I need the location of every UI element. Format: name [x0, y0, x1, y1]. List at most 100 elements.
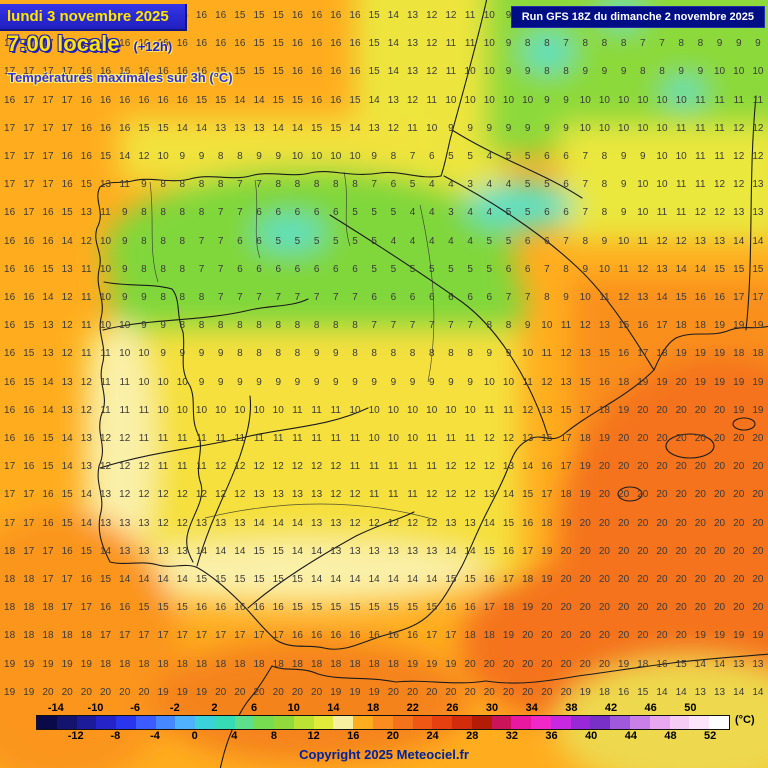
temp-value: 13: [176, 545, 188, 557]
temp-value: 20: [637, 545, 649, 557]
temp-value: 13: [406, 545, 419, 557]
temp-value: 18: [234, 658, 246, 670]
temp-value: 15: [23, 320, 35, 332]
scale-segment: [56, 716, 77, 729]
temp-value: 13: [80, 461, 92, 473]
temp-value: 7: [582, 207, 588, 219]
temp-value: 13: [330, 545, 342, 557]
temp-value: 9: [678, 66, 684, 78]
temp-value: 10: [445, 94, 457, 106]
temp-value: 19: [752, 376, 764, 388]
temp-value: 16: [234, 602, 246, 614]
temp-value: 7: [409, 320, 416, 332]
temp-value: 17: [157, 630, 169, 642]
temp-value: 17: [4, 66, 16, 78]
scale-label-bottom: 40: [585, 730, 598, 742]
temp-value: 14: [387, 66, 399, 78]
temp-value: 20: [291, 686, 303, 698]
temp-value: 19: [541, 574, 553, 585]
scale-segment: [471, 716, 492, 729]
temp-value: 4: [428, 235, 435, 247]
scale-label-bottom: 4: [231, 730, 238, 742]
temp-value: 13: [119, 545, 131, 557]
temp-value: 20: [541, 602, 553, 614]
temp-value: 10: [675, 151, 687, 162]
temp-value: 10: [579, 94, 591, 106]
temp-value: 19: [80, 658, 92, 670]
temp-value: 6: [371, 292, 377, 303]
temp-value: 16: [195, 602, 208, 614]
temp-value: 12: [406, 94, 419, 106]
temp-value: 15: [541, 433, 553, 444]
temp-value: 11: [234, 433, 246, 444]
temp-value: 11: [368, 489, 380, 501]
temp-value: 6: [390, 179, 397, 191]
temp-value: 12: [157, 489, 169, 501]
temp-value: 19: [598, 433, 610, 444]
temp-value: 8: [198, 207, 205, 219]
temp-value: 17: [502, 574, 515, 585]
temp-value: 5: [371, 263, 377, 275]
temp-value: 9: [198, 151, 205, 162]
temp-value: 20: [445, 686, 457, 698]
temp-value: 18: [752, 348, 764, 360]
temp-value: 9: [179, 348, 186, 360]
temp-value: 8: [697, 38, 704, 50]
temp-value: 9: [467, 122, 473, 134]
temp-value: 12: [195, 489, 208, 501]
temp-value: 13: [157, 545, 169, 557]
temp-value: 10: [598, 122, 610, 134]
temp-value: 16: [349, 66, 361, 78]
temp-value: 20: [560, 545, 572, 557]
temp-value: 10: [195, 404, 208, 416]
temp-value: 16: [176, 94, 188, 106]
temp-value: 10: [157, 151, 169, 162]
temp-value: 19: [176, 686, 188, 698]
temp-value: 18: [61, 630, 73, 642]
temp-value: 12: [215, 461, 227, 473]
temp-value: 16: [23, 292, 35, 303]
temp-value: 9: [505, 66, 512, 78]
temp-value: 14: [61, 235, 73, 247]
temp-value: 15: [253, 545, 265, 557]
temp-value: 14: [42, 376, 54, 388]
temp-value: 7: [505, 292, 512, 303]
river-ebro: [329, 214, 549, 437]
temp-value: 11: [733, 94, 744, 106]
local-time-text: 7:00 locale: [7, 31, 120, 56]
iberia-coastline: [95, 0, 768, 650]
temp-value: 13: [368, 122, 380, 134]
temp-value: 12: [713, 179, 726, 191]
scale-label-top: 38: [565, 702, 578, 714]
temp-value: 16: [637, 320, 649, 332]
temp-value: 10: [138, 376, 150, 388]
temp-value: 13: [368, 545, 380, 557]
temp-value: 11: [445, 66, 457, 78]
temp-value: 8: [390, 151, 397, 162]
temp-value: 9: [141, 320, 147, 332]
temp-value: 20: [656, 574, 668, 585]
temp-value: 11: [119, 179, 130, 191]
temp-value: 18: [541, 517, 553, 529]
temp-value: 12: [541, 376, 553, 388]
temp-value: 16: [349, 38, 361, 50]
temp-value: 15: [598, 348, 610, 360]
temp-value: 14: [138, 574, 150, 585]
temp-row: 17 16 15 14 13 12 12 12 11 11 11 12 12 12 12 12 12 12 11 11…: [0, 461, 768, 473]
temp-value: 9: [563, 122, 569, 134]
temp-value: 13: [80, 207, 92, 219]
temp-value: 11: [157, 461, 169, 473]
coastline-borders: [95, 0, 768, 768]
temp-value: 10: [119, 320, 131, 332]
temp-value: 18: [272, 658, 284, 670]
temp-value: 19: [349, 686, 361, 698]
temp-value: 10: [272, 404, 284, 416]
temp-value: 19: [23, 658, 35, 670]
temp-value: 8: [371, 348, 377, 360]
scale-label-bottom: 12: [307, 730, 320, 742]
temp-value: 16: [4, 263, 16, 275]
temp-value: 20: [579, 545, 591, 557]
temp-value: 16: [445, 602, 457, 614]
temp-value: 20: [752, 602, 764, 614]
temp-value: 10: [522, 348, 534, 360]
